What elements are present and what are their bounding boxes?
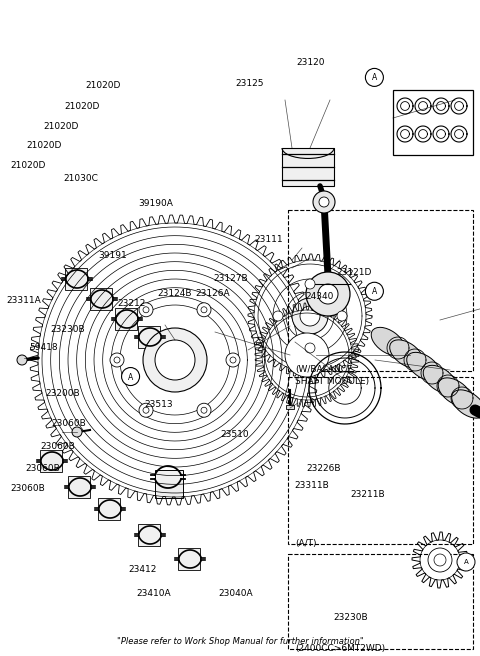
Text: A: A [128,373,133,382]
Text: 21020D: 21020D [26,141,62,150]
Text: "Please refer to Work Shop Manual for further information": "Please refer to Work Shop Manual for fu… [117,637,363,646]
Bar [40,450,62,472]
Circle shape [226,353,240,367]
Text: 23200B: 23200B [46,389,80,398]
Circle shape [273,311,283,321]
Bar [393,90,473,155]
Bar [155,470,183,498]
Bar [178,548,200,570]
Text: (A/T): (A/T) [295,539,317,548]
Ellipse shape [371,327,405,356]
Circle shape [139,403,153,417]
Bar [98,498,120,520]
Circle shape [305,343,315,353]
Text: A: A [464,560,468,565]
Circle shape [318,284,338,304]
Circle shape [285,333,329,377]
Text: SHAFT MODULE): SHAFT MODULE) [295,377,369,386]
Text: 23311B: 23311B [295,481,329,490]
Text: 23412: 23412 [129,565,157,574]
Text: 23211B: 23211B [350,490,385,499]
Circle shape [139,303,153,317]
Text: 23121D: 23121D [336,268,372,277]
Circle shape [17,355,27,365]
Ellipse shape [390,340,423,368]
Text: 23120: 23120 [297,58,325,68]
Text: 23230B: 23230B [334,613,368,623]
Circle shape [434,554,446,566]
Text: 23230B: 23230B [50,325,85,334]
Ellipse shape [452,390,480,418]
Bar [138,524,160,546]
Text: 23060B: 23060B [41,441,75,451]
Circle shape [197,403,211,417]
Circle shape [337,311,347,321]
Text: A: A [372,287,377,297]
Text: 23060B: 23060B [52,419,86,428]
Ellipse shape [423,365,457,394]
Circle shape [114,357,120,363]
Text: (W/BALANCE: (W/BALANCE [295,365,353,375]
Text: 23410A: 23410A [137,589,171,598]
Text: 39190A: 39190A [138,199,173,208]
Circle shape [121,367,140,386]
Text: 21020D: 21020D [65,102,100,111]
Text: 23111: 23111 [254,235,283,244]
Text: 23060B: 23060B [25,464,60,473]
Text: 23126A: 23126A [196,289,230,298]
Bar [68,476,90,498]
Text: 21020D: 21020D [43,122,79,131]
Circle shape [143,328,207,392]
Text: 21030C: 21030C [63,174,98,183]
Text: 23311A: 23311A [6,296,41,305]
Circle shape [305,279,315,289]
Bar [286,405,294,409]
Text: 23125: 23125 [235,79,264,89]
Text: 23212: 23212 [118,299,146,308]
Bar [288,554,473,649]
Text: 23060B: 23060B [11,483,45,493]
Bar [282,148,334,186]
Bar [288,210,473,371]
Circle shape [306,272,350,316]
Circle shape [457,553,475,571]
Ellipse shape [407,352,440,380]
Bar [90,288,112,310]
Text: (2400CC>6MT2WD): (2400CC>6MT2WD) [295,644,385,653]
Text: A: A [372,73,377,83]
Text: 23226B: 23226B [306,464,341,473]
Text: 23513: 23513 [144,400,173,409]
Ellipse shape [438,378,472,406]
Circle shape [72,427,82,437]
Circle shape [201,407,207,413]
Text: 24340: 24340 [305,292,334,301]
Circle shape [110,353,124,367]
Circle shape [143,407,149,413]
Circle shape [300,306,320,326]
Text: 39191: 39191 [98,251,127,260]
Circle shape [155,340,195,380]
Text: 23510: 23510 [221,430,250,440]
Text: 21020D: 21020D [85,81,121,90]
Circle shape [230,357,236,363]
Bar [115,308,137,330]
Circle shape [313,191,335,213]
Circle shape [319,197,329,207]
Text: 23127B: 23127B [214,274,248,283]
Circle shape [143,307,149,313]
Circle shape [292,298,328,334]
Circle shape [365,68,384,87]
Circle shape [365,282,384,300]
Bar [138,326,160,348]
Circle shape [201,307,207,313]
Circle shape [428,548,452,572]
Bar [288,377,473,544]
Bar [65,268,87,290]
Text: 59418: 59418 [30,343,59,352]
Text: 21020D: 21020D [11,161,46,170]
Circle shape [197,303,211,317]
Text: 23040A: 23040A [218,589,253,598]
Text: 23124B: 23124B [157,289,192,298]
